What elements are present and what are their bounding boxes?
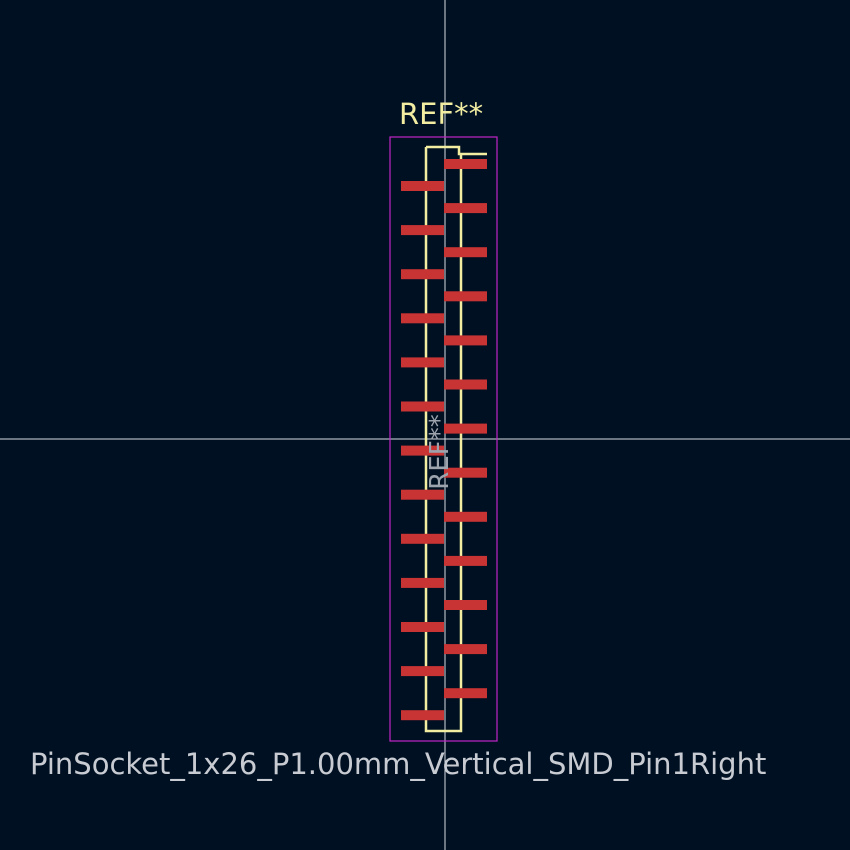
pad-11[interactable] <box>444 379 487 390</box>
pad-15[interactable] <box>444 467 487 478</box>
pads-group <box>401 159 487 721</box>
pad-24[interactable] <box>401 666 444 677</box>
pad-10[interactable] <box>401 357 444 368</box>
pad-14[interactable] <box>401 445 444 456</box>
pad-25[interactable] <box>444 688 487 699</box>
pad-2[interactable] <box>401 181 444 191</box>
pad-18[interactable] <box>401 533 444 544</box>
pad-21[interactable] <box>444 600 487 610</box>
footprint-name-label: PinSocket_1x26_P1.00mm_Vertical_SMD_Pin1… <box>30 747 767 781</box>
pad-23[interactable] <box>444 644 487 655</box>
courtyard-outline <box>389 136 498 742</box>
pad-1[interactable] <box>444 159 487 169</box>
pad-16[interactable] <box>401 489 444 500</box>
pad-7[interactable] <box>444 291 487 302</box>
pad-5[interactable] <box>444 247 487 258</box>
pad-6[interactable] <box>401 269 444 280</box>
silkscreen-outline <box>424 145 487 733</box>
pad-13[interactable] <box>444 423 487 434</box>
pad-17[interactable] <box>444 511 487 522</box>
pad-22[interactable] <box>401 622 444 632</box>
fab-reference-label: REF** <box>425 414 455 490</box>
pad-26[interactable] <box>401 710 444 721</box>
pad-12[interactable] <box>401 401 444 412</box>
pad-4[interactable] <box>401 225 444 236</box>
pad-19[interactable] <box>444 555 487 566</box>
pad-20[interactable] <box>401 577 444 588</box>
reference-designator: REF** <box>399 97 484 131</box>
pad-9[interactable] <box>444 335 487 346</box>
pad-8[interactable] <box>401 313 444 324</box>
pad-3[interactable] <box>444 203 487 214</box>
